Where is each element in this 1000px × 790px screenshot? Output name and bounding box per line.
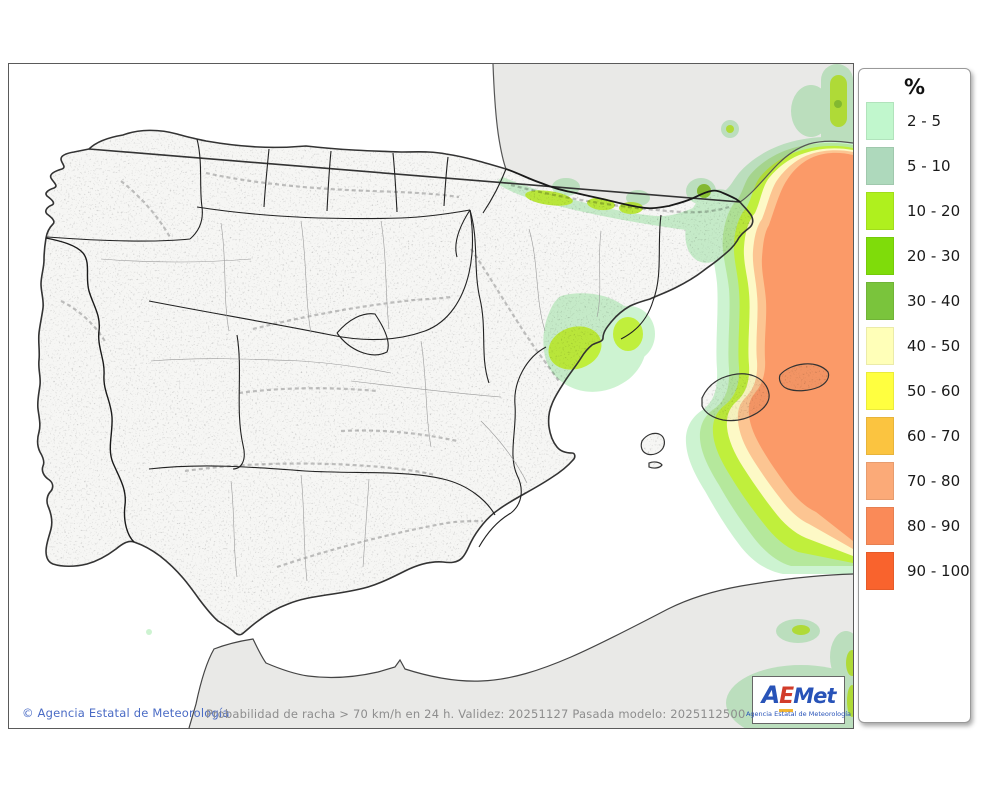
- legend-label: 90 - 100: [907, 562, 970, 580]
- iberia-probability-map: [9, 64, 853, 728]
- island-coastlines: [640, 363, 830, 469]
- map-canvas: [8, 63, 854, 729]
- legend-item: 20 - 30: [866, 237, 970, 275]
- legend-label: 10 - 20: [907, 202, 961, 220]
- legend-items: 2 - 5 5 - 10 10 - 20 20 - 30 30 - 40 40 - 50 5…: [859, 102, 970, 590]
- legend-swatch: [866, 507, 894, 545]
- legend-swatch: [866, 147, 894, 185]
- legend-label: 40 - 50: [907, 337, 961, 355]
- legend-swatch: [866, 462, 894, 500]
- legend-item: 30 - 40: [866, 282, 970, 320]
- france-mediterranean-coastline: [739, 140, 853, 203]
- legend-label: 50 - 60: [907, 382, 961, 400]
- coastlines-and-borders: [36, 64, 853, 728]
- legend-item: 90 - 100: [866, 552, 970, 590]
- africa-coastline: [188, 573, 853, 728]
- province-borders: [100, 220, 602, 582]
- legend-item: 5 - 10: [866, 147, 970, 185]
- legend-swatch: [866, 372, 894, 410]
- legend-label: 5 - 10: [907, 157, 951, 175]
- legend-label: 80 - 90: [907, 517, 961, 535]
- legend-item: 10 - 20: [866, 192, 970, 230]
- legend-label: 30 - 40: [907, 292, 961, 310]
- legend-item: 40 - 50: [866, 327, 970, 365]
- legend-swatch: [866, 327, 894, 365]
- aemet-logo-subtitle: Agencia Estatal de Meteorología: [745, 709, 852, 718]
- aemet-wordmark: AEMet: [761, 680, 836, 712]
- band-80-90: [748, 152, 853, 541]
- legend-item: 70 - 80: [866, 462, 970, 500]
- spain-portugal-border: [45, 237, 135, 543]
- legend-item: 2 - 5: [866, 102, 970, 140]
- legend-swatch: [866, 192, 894, 230]
- aemet-letter-e: E: [779, 683, 794, 712]
- attribution-text: © Agencia Estatal de Meteorología: [22, 706, 230, 720]
- aemet-letter-a: A: [761, 680, 781, 709]
- region-borders: [46, 138, 662, 548]
- map-caption: Probabilidad de racha > 70 km/h en 24 h.…: [206, 707, 746, 721]
- legend-swatch: [866, 102, 894, 140]
- aemet-letters-met: Met: [793, 683, 836, 708]
- legend-swatch: [866, 237, 894, 275]
- legend-title: %: [903, 75, 926, 99]
- legend-swatch: [866, 282, 894, 320]
- legend-panel: % 2 - 5 5 - 10 10 - 20 20 - 30 30 - 40 40 - 5…: [858, 68, 971, 723]
- legend-swatch: [866, 417, 894, 455]
- iberia-coastline: [36, 129, 754, 636]
- iberia-relief: [37, 130, 753, 635]
- spain-france-border: [505, 168, 741, 210]
- formentera-island: [649, 461, 662, 469]
- legend-label: 20 - 30: [907, 247, 961, 265]
- legend-label: 60 - 70: [907, 427, 961, 445]
- legend-item: 50 - 60: [866, 372, 970, 410]
- ibiza-island: [641, 433, 665, 455]
- legend-item: 60 - 70: [866, 417, 970, 455]
- legend-label: 70 - 80: [907, 472, 961, 490]
- france-atlantic-coastline: [492, 64, 507, 170]
- legend-label: 2 - 5: [907, 112, 942, 130]
- africa-land: [189, 574, 853, 728]
- legend-swatch: [866, 552, 894, 590]
- aemet-logo: AEMet Agencia Estatal de Meteorología: [746, 676, 851, 724]
- legend-item: 80 - 90: [866, 507, 970, 545]
